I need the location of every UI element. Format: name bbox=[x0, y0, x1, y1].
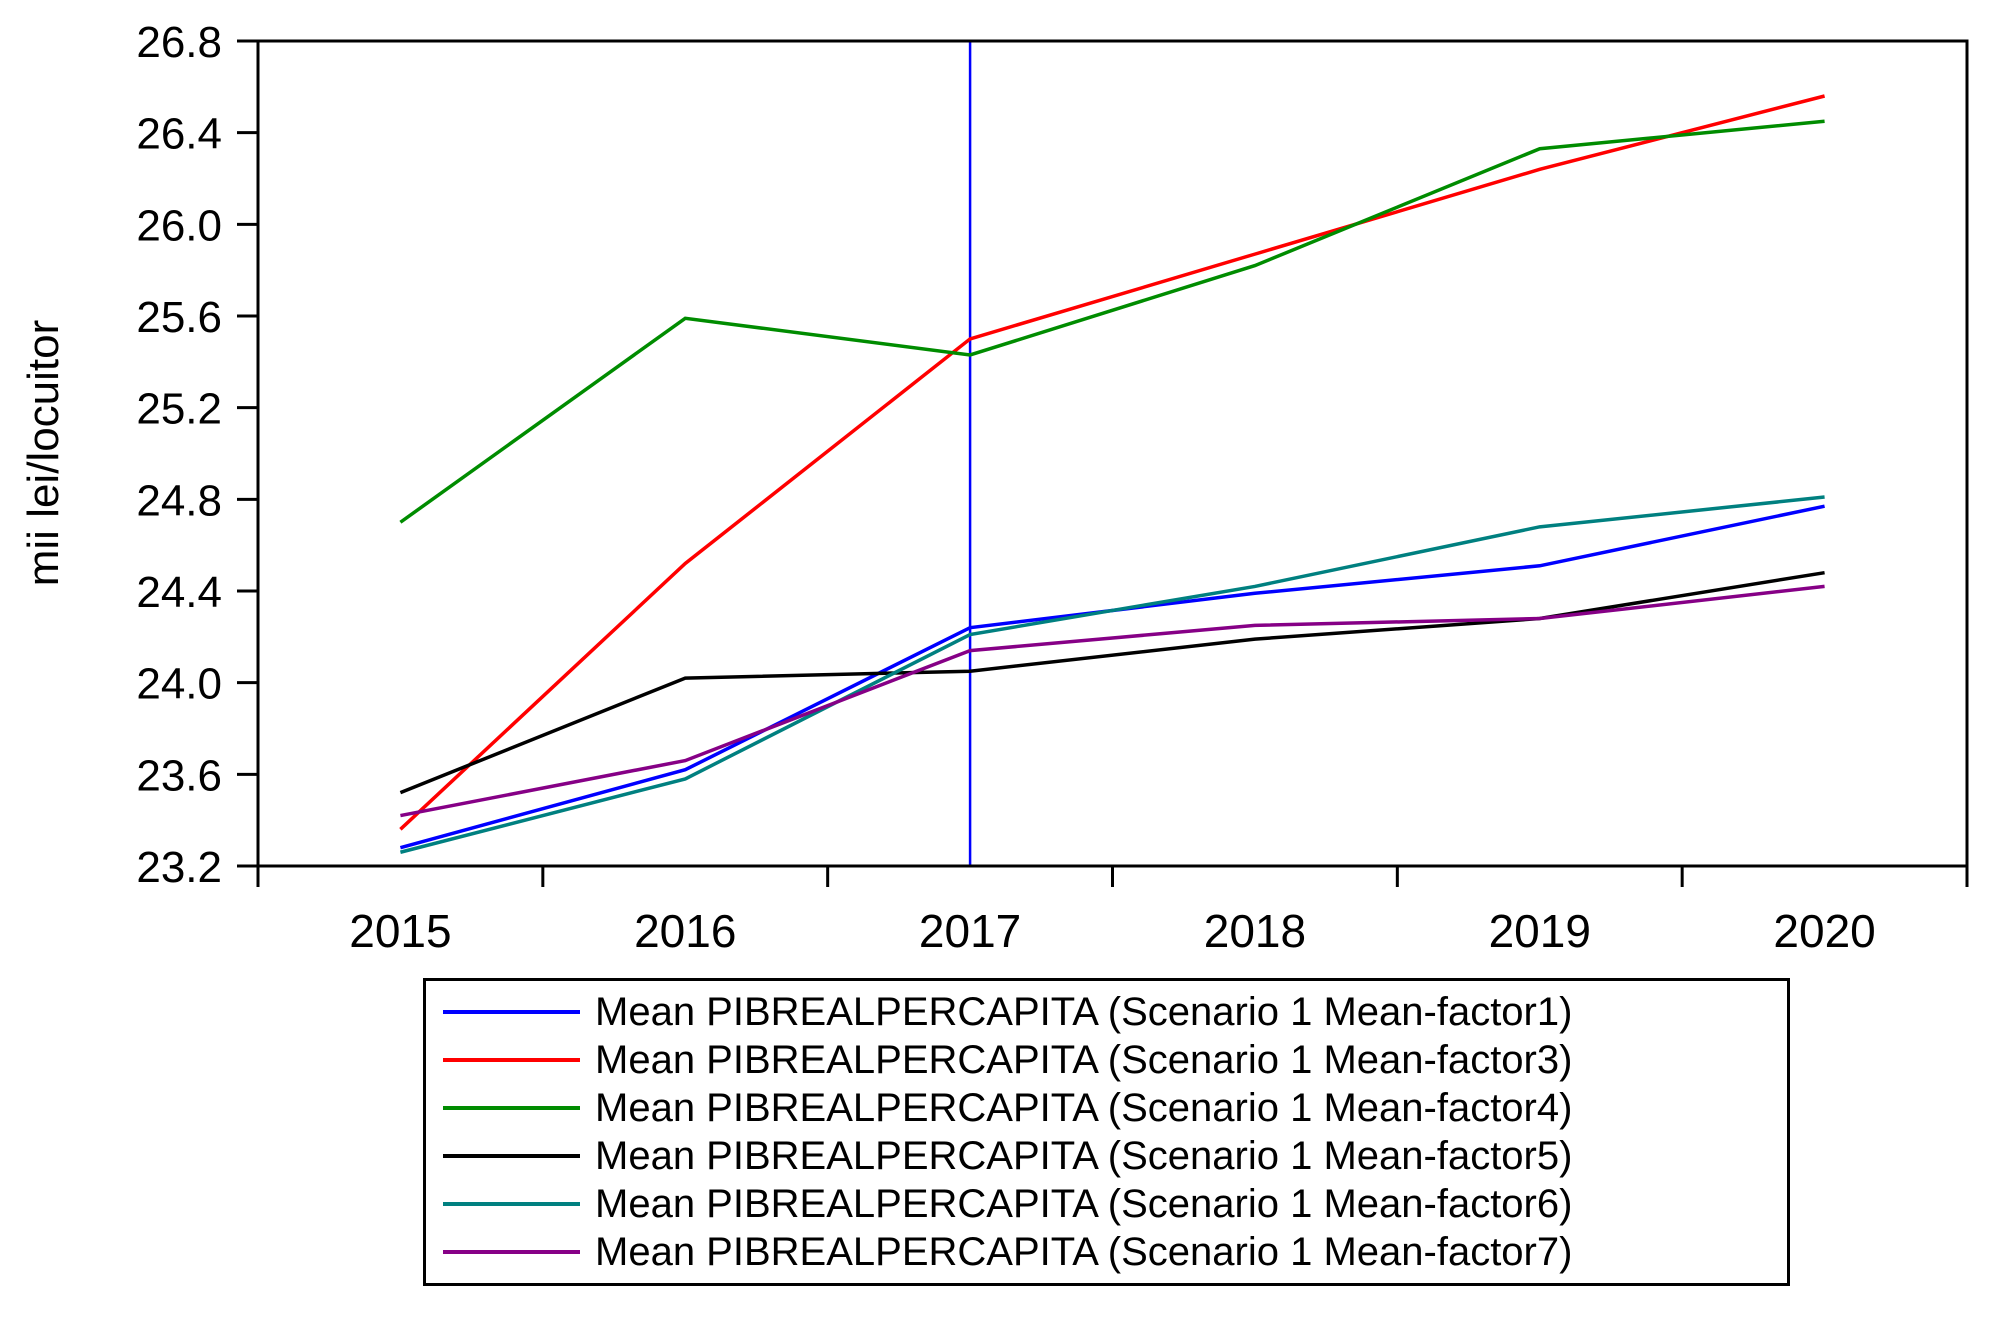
legend-item: Mean PIBREALPERCAPITA (Scenario 1 Mean-f… bbox=[426, 1132, 1787, 1180]
legend-label: Mean PIBREALPERCAPITA (Scenario 1 Mean-f… bbox=[595, 1230, 1573, 1274]
legend-label: Mean PIBREALPERCAPITA (Scenario 1 Mean-f… bbox=[595, 990, 1573, 1034]
legend-color-line bbox=[443, 1250, 580, 1254]
plot-area: 23.2 23.6 24.0 24.4 24.8 25.2 25.6 26.0 26.4 26.8… bbox=[19, 18, 1969, 957]
y-tick-label: 25.2 bbox=[136, 385, 222, 434]
y-axis-tick-labels: 23.2 23.6 24.0 24.4 24.8 25.2 25.6 26.0 26.4 26.8 bbox=[136, 18, 222, 892]
y-axis-title: mii lei/locuitor bbox=[19, 320, 68, 587]
y-tick-label: 26.8 bbox=[136, 18, 222, 67]
legend-label: Mean PIBREALPERCAPITA (Scenario 1 Mean-f… bbox=[595, 1134, 1573, 1178]
y-tick-label: 25.6 bbox=[136, 293, 222, 342]
legend-item: Mean PIBREALPERCAPITA (Scenario 1 Mean-f… bbox=[426, 1084, 1787, 1132]
x-tick-label: 2019 bbox=[1489, 905, 1591, 957]
y-tick-label: 24.4 bbox=[136, 568, 222, 617]
series-line-3 bbox=[399, 119, 1825, 524]
legend-color-line bbox=[443, 1154, 580, 1158]
series-line-5 bbox=[399, 495, 1825, 854]
y-tick-label: 23.6 bbox=[136, 751, 222, 800]
legend-item: Mean PIBREALPERCAPITA (Scenario 1 Mean-f… bbox=[426, 988, 1787, 1036]
plot-frame bbox=[256, 39, 1969, 868]
legend-color-line bbox=[443, 1106, 580, 1110]
x-tick-label: 2015 bbox=[349, 905, 451, 957]
y-axis-ticks bbox=[237, 39, 258, 868]
y-tick-label: 24.8 bbox=[136, 476, 222, 525]
x-tick-label: 2018 bbox=[1204, 905, 1306, 957]
legend: Mean PIBREALPERCAPITA (Scenario 1 Mean-f… bbox=[423, 978, 1790, 1286]
x-tick-label: 2016 bbox=[634, 905, 736, 957]
x-axis-tick-labels: 2015 2016 2017 2018 2019 2020 bbox=[349, 905, 1876, 957]
legend-item: Mean PIBREALPERCAPITA (Scenario 1 Mean-f… bbox=[426, 1180, 1787, 1228]
legend-label: Mean PIBREALPERCAPITA (Scenario 1 Mean-f… bbox=[595, 1182, 1573, 1226]
legend-item: Mean PIBREALPERCAPITA (Scenario 1 Mean-f… bbox=[426, 1036, 1787, 1084]
series-line-2 bbox=[399, 94, 1826, 831]
legend-color-line bbox=[443, 1058, 580, 1062]
legend-label: Mean PIBREALPERCAPITA (Scenario 1 Mean-f… bbox=[595, 1086, 1573, 1130]
legend-label: Mean PIBREALPERCAPITA (Scenario 1 Mean-f… bbox=[595, 1038, 1573, 1082]
series-line-4 bbox=[399, 570, 1825, 795]
legend-color-line bbox=[443, 1010, 580, 1014]
x-axis-ticks bbox=[256, 866, 1969, 887]
x-tick-label: 2017 bbox=[919, 905, 1021, 957]
y-tick-label: 23.2 bbox=[136, 843, 222, 892]
x-tick-label: 2020 bbox=[1773, 905, 1875, 957]
series-line-6 bbox=[400, 584, 1825, 818]
legend-item: Mean PIBREALPERCAPITA (Scenario 1 Mean-f… bbox=[426, 1228, 1787, 1276]
series-lines bbox=[399, 94, 1826, 854]
y-tick-label: 24.0 bbox=[136, 660, 222, 709]
legend-color-line bbox=[443, 1202, 580, 1206]
y-tick-label: 26.4 bbox=[136, 110, 222, 159]
y-tick-label: 26.0 bbox=[136, 201, 222, 250]
